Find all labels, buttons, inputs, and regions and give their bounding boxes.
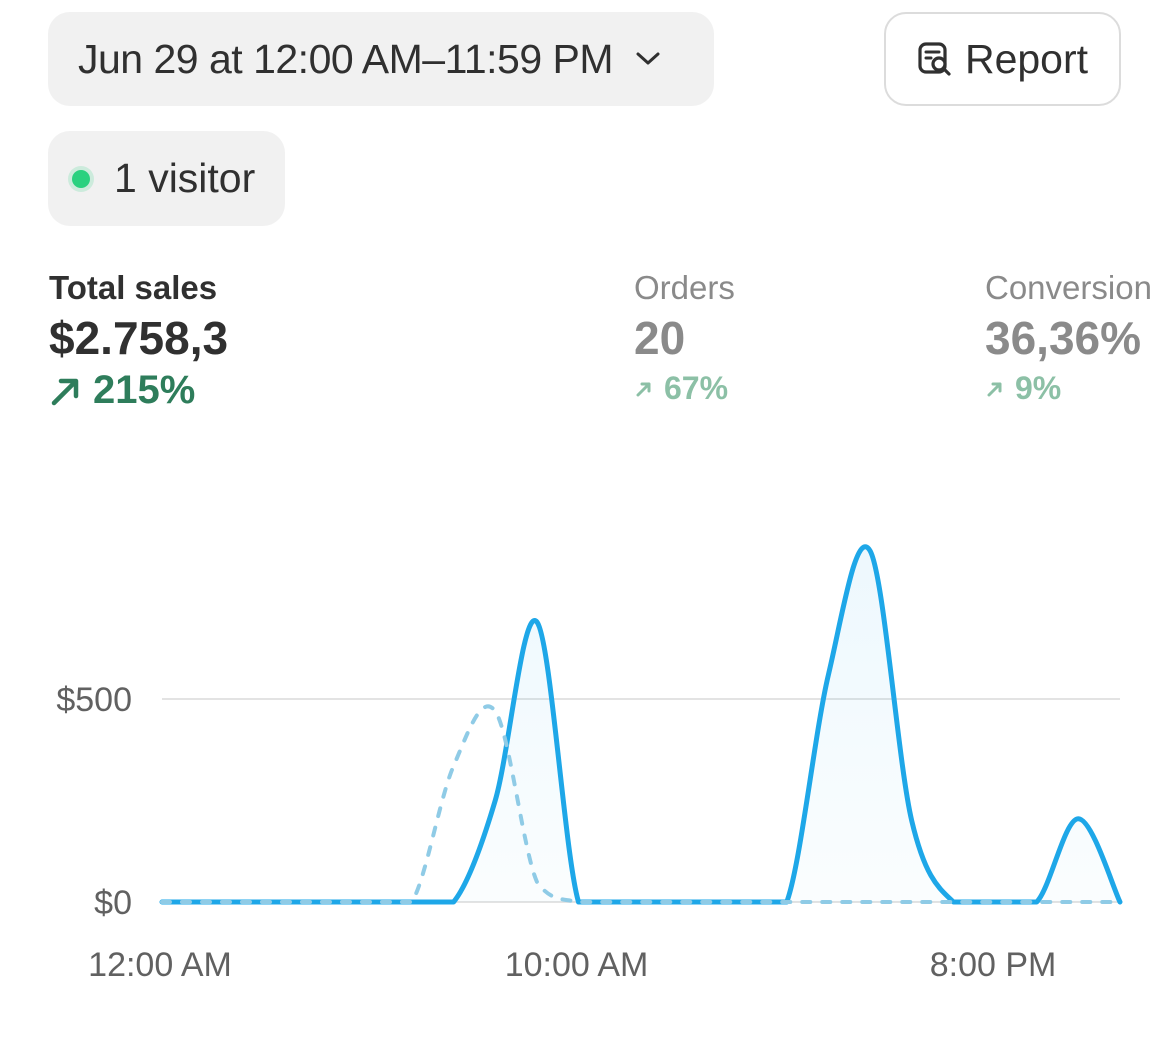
current-series-line bbox=[159, 544, 1123, 905]
metric-delta-value: 215% bbox=[93, 368, 196, 412]
visitor-count: 1 visitor bbox=[114, 155, 256, 201]
metric-delta: 67% bbox=[634, 370, 735, 407]
metric-delta-value: 9% bbox=[1015, 370, 1062, 406]
metric-label: Total sales bbox=[49, 269, 218, 306]
arrow-up-right-icon bbox=[49, 374, 83, 408]
chevron-down-icon bbox=[635, 51, 661, 67]
report-search-icon bbox=[917, 41, 953, 77]
metric-label: Conversion bbox=[985, 269, 1152, 306]
current-series-area bbox=[162, 546, 1120, 902]
y-tick-label: $500 bbox=[56, 681, 132, 719]
report-label: Report bbox=[964, 35, 1089, 82]
metric-delta: 215% bbox=[49, 368, 228, 413]
live-visitors-chip[interactable]: 1 visitor bbox=[48, 131, 285, 226]
sales-chart[interactable]: $0 $500 12:00 AM 10:00 AM 8:00 PM bbox=[0, 440, 1170, 1000]
comparison-series-line bbox=[160, 704, 1122, 904]
live-status-dot bbox=[72, 169, 90, 188]
report-button[interactable]: Report bbox=[884, 12, 1121, 106]
metric-delta: 9% bbox=[985, 370, 1152, 407]
x-tick-label: 10:00 AM bbox=[505, 946, 649, 984]
metric-value: $2.758,3 bbox=[49, 312, 229, 364]
arrow-up-right-icon bbox=[634, 379, 654, 399]
y-tick-label: $0 bbox=[94, 884, 132, 922]
x-tick-label: 12:00 AM bbox=[88, 946, 232, 984]
date-range-label: Jun 29 at 12:00 AM–11:59 PM bbox=[78, 35, 614, 82]
metric-total-sales[interactable]: Total sales $2.758,3 215% bbox=[49, 268, 228, 413]
arrow-up-right-icon bbox=[985, 379, 1005, 399]
metric-value: 20 bbox=[634, 312, 686, 364]
x-tick-label: 8:00 PM bbox=[930, 946, 1057, 984]
metric-delta-value: 67% bbox=[664, 370, 729, 406]
metric-orders[interactable]: Orders 20 67% bbox=[634, 268, 735, 407]
metric-label: Orders bbox=[634, 269, 735, 306]
date-range-button[interactable]: Jun 29 at 12:00 AM–11:59 PM bbox=[48, 12, 714, 106]
metric-conversion[interactable]: Conversion 36,36% 9% bbox=[985, 268, 1152, 407]
metric-value: 36,36% bbox=[985, 312, 1142, 364]
